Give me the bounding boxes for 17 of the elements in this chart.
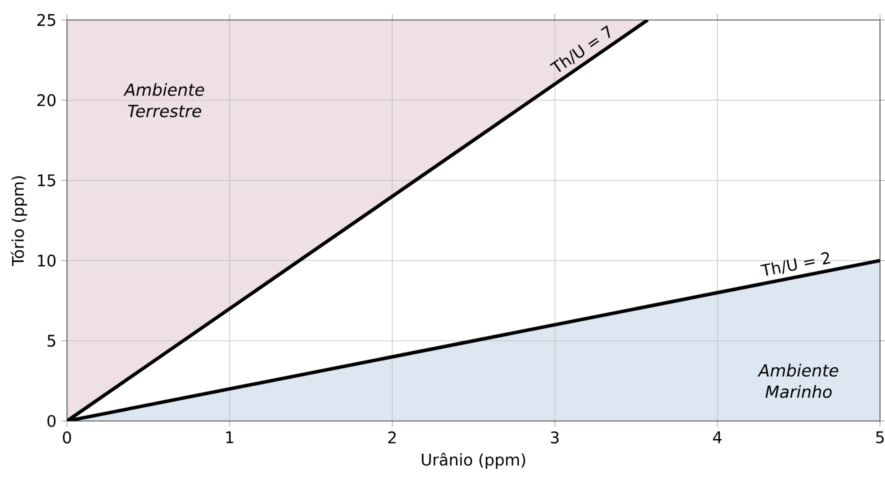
y-tick-label: 15 — [38, 174, 56, 186]
annotation: Ambiente Terrestre — [123, 83, 204, 118]
x-tick-label: 5 — [876, 431, 884, 444]
annotation: Ambiente Marinho — [758, 364, 838, 398]
y-tick-label: 5 — [48, 334, 56, 347]
y-tick-label: 25 — [37, 14, 56, 26]
y-tick-label: 20 — [37, 94, 56, 106]
y-tick-label: 0 — [47, 414, 56, 428]
y-axis-title: Tório (ppm) — [10, 176, 28, 266]
x-tick-label: 2 — [388, 431, 396, 444]
x-tick-label: 3 — [550, 431, 559, 444]
x-tick-label: 4 — [713, 431, 722, 444]
x-axis-title: Urânio (ppm) — [422, 452, 526, 469]
text: Th/U = 2 — [760, 252, 830, 276]
y-tick-label: 10 — [38, 254, 56, 267]
x-tick-label: 0 — [62, 431, 72, 444]
x-tick-label: 1 — [226, 431, 234, 444]
